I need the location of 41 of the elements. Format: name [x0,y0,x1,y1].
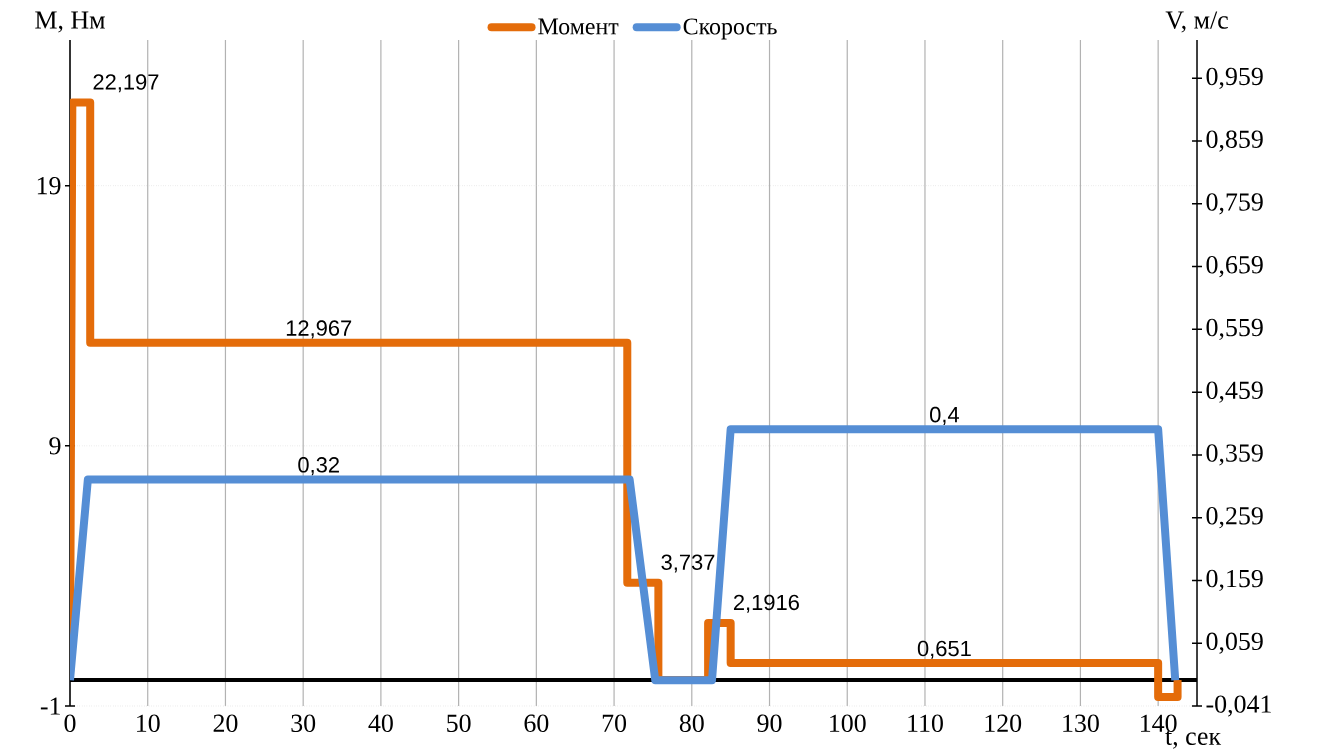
x-tick-label: 50 [447,714,471,732]
y2-tick-label: -0,041 [1206,695,1271,717]
y2-tick-label: 0,159 [1206,569,1263,592]
x-axis-title: t, сек [1165,730,1222,749]
y2-tick-label: 0,459 [1206,381,1263,403]
data-label: 22,197 [93,74,159,93]
y-tick-label: 9 [49,437,61,455]
y2-tick-label: 0,859 [1206,130,1263,152]
y2-tick-label: 0,559 [1206,318,1263,340]
y-tick-label: 19 [37,176,61,195]
x-tick-label: 100 [830,714,866,732]
data-label: 2,1916 [733,594,799,613]
y2-tick-label: 0,259 [1206,507,1263,529]
y2-tick-label: 0,359 [1206,444,1263,466]
x-tick-label: 80 [679,714,704,732]
y-tick-label: -1 [40,697,60,715]
x-tick-label: 40 [368,714,393,732]
y-axis-title: M, Нм [35,11,105,33]
y2-tick-label: 0,659 [1206,255,1263,278]
x-tick-label: 120 [985,714,1022,732]
x-tick-label: 60 [524,714,549,732]
x-tick-label: 30 [291,714,316,732]
data-label: 0,4 [930,406,959,425]
data-label: 0,651 [917,640,971,659]
x-tick-label: 110 [908,714,943,732]
data-label: 12,967 [286,320,352,339]
y2-axis-title: V, м/с [1165,11,1228,33]
x-tick-label: 130 [1063,714,1099,732]
x-tick-label: 70 [602,714,627,732]
x-tick-label: 20 [213,714,238,732]
x-tick-label: 0 [64,714,76,732]
data-label: 3,737 [661,554,715,573]
legend-label: Скорость [683,18,777,40]
x-tick-label: 10 [137,714,160,732]
y2-tick-label: 0,959 [1206,67,1263,89]
y2-tick-label: 0,059 [1206,632,1263,654]
x-tick-label: 140 [1141,714,1177,732]
x-tick-label: 90 [757,714,782,732]
legend-label: Момент [538,18,619,35]
data-label: 0,32 [298,457,339,476]
y2-tick-label: 0,759 [1206,193,1263,215]
